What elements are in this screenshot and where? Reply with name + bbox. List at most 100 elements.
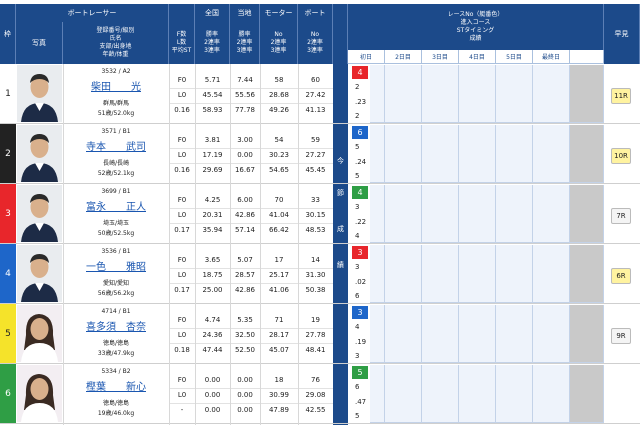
l-count: L0 (177, 271, 187, 279)
l-count: L0 (177, 391, 187, 399)
motor-stat: 58 (274, 76, 284, 84)
national-rate: 29.69 (202, 166, 223, 174)
national-rate: 0.00 (204, 406, 221, 414)
avg-st: 0.16 (174, 106, 190, 114)
header-motor: モーター (260, 4, 298, 22)
racer-age-weight: 56歳/56.2kg (97, 290, 135, 297)
avg-st: 0.17 (174, 286, 190, 294)
race-lane-badge: 6 (352, 126, 368, 139)
racer-name[interactable]: 富永 正人 (86, 202, 146, 213)
stat-divider (169, 388, 333, 389)
day-result-cell (385, 125, 422, 183)
avg-st: 0.17 (174, 226, 190, 234)
day-result-cell (570, 65, 604, 123)
local-rate: 42.86 (234, 211, 256, 219)
racer-name[interactable]: 樫葉 新心 (86, 382, 146, 393)
motor-stat: 70 (274, 196, 284, 204)
early-race-badge[interactable]: 11R (611, 88, 631, 104)
stat-divider (169, 283, 333, 284)
header-waku: 枠 (0, 4, 16, 64)
header-boat-rates: No 2連率 3連率 (298, 22, 333, 64)
day-result-cell (533, 65, 570, 123)
race-result-value: .47 (355, 398, 367, 406)
national-rate: 0.00 (204, 391, 221, 399)
day-header-6: 最終日 (533, 50, 570, 64)
mid-season-label: 今 節 成 績 (333, 64, 348, 425)
race-result-value: .19 (355, 338, 367, 346)
motor-stat: 28.68 (268, 91, 290, 99)
early-race-badge[interactable]: 6R (611, 268, 631, 284)
day-header-1: 初日 (348, 50, 385, 64)
frame-number: 3 (0, 184, 16, 243)
day1-cell (348, 245, 370, 303)
race-result-value: 2 (355, 83, 360, 91)
early-race-badge[interactable]: 10R (611, 148, 631, 164)
f-count: F0 (177, 196, 187, 204)
l-count: L0 (177, 91, 187, 99)
local-rate: 0.00 (237, 391, 253, 399)
header-mid-blank (333, 4, 348, 64)
l-count: L0 (177, 211, 187, 219)
racer-photo (17, 245, 62, 302)
boat-stat: 31.30 (305, 271, 326, 279)
local-rate: 55.56 (234, 91, 256, 99)
row-separator (0, 183, 640, 184)
stat-divider (169, 163, 333, 164)
motor-stat: 30.23 (268, 151, 290, 159)
f-count: F0 (177, 136, 187, 144)
racer-name[interactable]: 柴田 光 (91, 82, 141, 93)
day-header-7 (570, 50, 604, 64)
national-rate: 5.71 (204, 76, 221, 84)
day-result-cell (533, 125, 570, 183)
racer-row: 5 4714 / B1 喜多須 杏奈 徳島/徳島 33歳/47.9kg F0 L0 0.18 4… (0, 304, 640, 364)
frame-number: 1 (0, 64, 16, 123)
day-result-cell (570, 365, 604, 423)
race-result-value: 5 (355, 412, 360, 420)
national-rate: 24.36 (202, 331, 223, 339)
day-result-cell (459, 65, 496, 123)
day-result-cell (570, 125, 604, 183)
boat-stat: 30.15 (305, 211, 326, 219)
motor-stat: 28.17 (268, 331, 290, 339)
racer-photo (17, 185, 62, 242)
racer-age-weight: 52歳/52.1kg (97, 170, 135, 177)
boat-stat: 48.53 (305, 226, 326, 234)
day-result-cell (496, 245, 533, 303)
boat-stat: 41.13 (305, 106, 326, 114)
header-touchi: 当地 (230, 4, 260, 22)
day-result-cell (385, 245, 422, 303)
header-touchi-rates: 勝率 2連率 3連率 (230, 22, 260, 64)
race-lane-badge: 3 (352, 306, 368, 319)
day-result-cell (422, 125, 459, 183)
national-rate: 20.31 (202, 211, 223, 219)
f-count: F0 (177, 376, 187, 384)
race-lane-badge: 5 (352, 366, 368, 379)
racer-age-weight: 50歳/52.5kg (97, 230, 135, 237)
national-rate: 3.81 (204, 136, 221, 144)
early-race-badge[interactable]: 9R (611, 328, 631, 344)
row-separator (0, 363, 640, 364)
national-rate: 35.94 (202, 226, 223, 234)
racer-name[interactable]: 寺本 武司 (86, 142, 146, 153)
avg-st: - (180, 406, 184, 414)
racer-name[interactable]: 一色 雅昭 (86, 262, 146, 273)
column-divider (63, 64, 64, 425)
day-result-cell (570, 305, 604, 363)
column-divider (195, 64, 196, 425)
racer-row: 3 3699 / B1 富永 正人 埼玉/埼玉 50歳/52.5kg F0 L0 0.17 4.… (0, 184, 640, 244)
boat-stat: 45.45 (305, 166, 326, 174)
stat-divider (169, 148, 333, 149)
local-rate: 5.35 (237, 316, 253, 324)
boat-stat: 27.27 (305, 151, 326, 159)
frame-number: 6 (0, 364, 16, 423)
local-rate: 0.00 (237, 376, 253, 384)
motor-stat: 66.42 (268, 226, 290, 234)
boat-stat: 27.78 (305, 331, 326, 339)
early-race-badge[interactable]: 7R (611, 208, 631, 224)
day-result-cell (385, 185, 422, 243)
header-boat: ボート (298, 4, 333, 22)
racer-name[interactable]: 喜多須 杏奈 (86, 322, 146, 333)
race-result-value: 3 (355, 352, 360, 360)
local-rate: 32.50 (234, 331, 256, 339)
motor-stat: 41.04 (268, 211, 290, 219)
